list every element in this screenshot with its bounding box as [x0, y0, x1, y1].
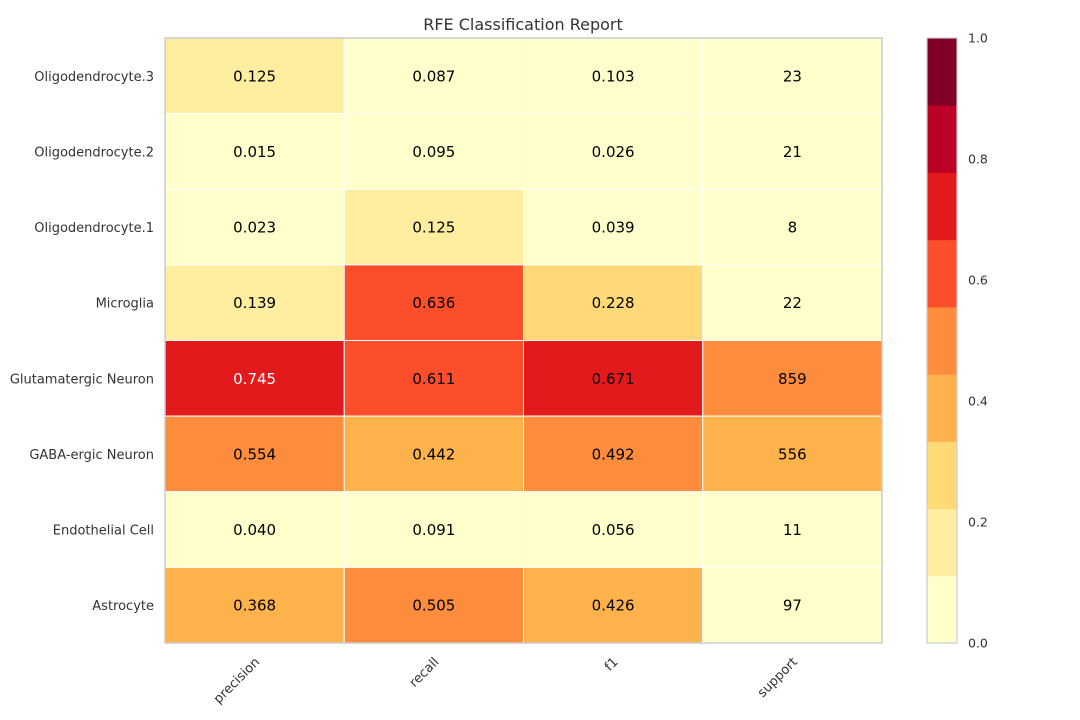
- heatmap-cell: [164, 264, 345, 341]
- cell-value-label: 97: [783, 597, 802, 615]
- heatmap-cell: [164, 566, 345, 644]
- cell-value-label: 0.368: [233, 597, 276, 615]
- heatmap-cell: [523, 415, 704, 493]
- colorbar-segment: [927, 172, 957, 241]
- row-label: Oligodendrocyte.3: [34, 70, 154, 85]
- colorbar-tick-label: 0.8: [968, 152, 988, 167]
- heatmap-cell: [164, 415, 345, 493]
- cell-value-label: 0.040: [233, 521, 276, 539]
- colorbar-segment: [927, 306, 957, 375]
- cell-value-label: 8: [788, 219, 798, 237]
- heatmap-cell: [164, 37, 345, 115]
- cell-value-label: 0.103: [592, 67, 635, 85]
- cell-value-label: 0.426: [592, 597, 635, 615]
- heatmap-cell: [164, 113, 345, 190]
- column-label: precision: [211, 655, 263, 707]
- heatmap-cell: [523, 264, 704, 341]
- cell-value-label: 0.015: [233, 143, 276, 161]
- cell-value-label: 0.442: [412, 445, 455, 463]
- colorbar-tick-label: 0.6: [968, 273, 988, 288]
- cell-value-label: 0.611: [412, 370, 455, 388]
- row-label: Microglia: [96, 297, 154, 312]
- row-label: Oligodendrocyte.1: [34, 221, 154, 236]
- cell-value-label: 0.095: [412, 143, 455, 161]
- cell-value-label: 0.492: [592, 445, 635, 463]
- row-labels: Oligodendrocyte.3 Oligodendrocyte.2 Oligod…: [10, 70, 154, 614]
- heatmap-cell: [702, 264, 883, 341]
- cell-value-label: 0.228: [592, 294, 635, 312]
- cell-value-label: 0.091: [412, 521, 455, 539]
- colorbar-segment: [927, 374, 957, 442]
- cell-value-label: 11: [783, 521, 802, 539]
- heatmap-cell: [343, 415, 524, 493]
- cell-value-label: 0.125: [412, 219, 455, 237]
- cell-value-label: 556: [778, 445, 807, 463]
- colorbar: 0.0 0.2 0.4 0.6 0.8 1.0: [926, 31, 988, 651]
- cell-value-label: 22: [783, 294, 802, 312]
- heatmap-cell: [343, 340, 524, 417]
- cell-value-label: 0.125: [233, 67, 276, 85]
- cell-value-label: 0.505: [412, 597, 455, 615]
- column-label: support: [755, 655, 801, 701]
- heatmap-cell: [343, 37, 524, 115]
- row-label: Endothelial Cell: [53, 524, 154, 539]
- cell-value-label: 21: [783, 143, 802, 161]
- heatmap-cell: [164, 491, 345, 568]
- heatmap-cell: [702, 113, 883, 190]
- heatmap-cell: [343, 188, 524, 266]
- heatmap-cell: [702, 491, 883, 568]
- column-labels: precision recall f1 support: [211, 655, 801, 707]
- plot-frame: [164, 37, 883, 644]
- cell-value-label: 23: [783, 67, 802, 85]
- row-label: GABA-ergic Neuron: [29, 448, 154, 463]
- row-label: Astrocyte: [92, 599, 154, 614]
- heatmap-cell: [523, 566, 704, 644]
- cell-value-label: 0.039: [592, 219, 635, 237]
- column-label: f1: [602, 655, 622, 675]
- heatmap-cell: [702, 340, 883, 417]
- colorbar-tick-label: 0.4: [968, 394, 988, 409]
- heatmap-cells: 0.125 0.087 0.103 23 0.015 0.095 0.026 21 0.023 0…: [164, 37, 883, 644]
- cell-value-label: 859: [778, 370, 807, 388]
- colorbar-segment: [927, 508, 957, 577]
- colorbar-tick-label: 0.0: [968, 636, 988, 651]
- cell-value-label: 0.023: [233, 219, 276, 237]
- colorbar-frame: [926, 37, 958, 644]
- cell-value-label: 0.026: [592, 143, 635, 161]
- row-label: Oligodendrocyte.2: [34, 145, 154, 160]
- row-label: Glutamatergic Neuron: [10, 372, 154, 387]
- cell-value-label: 0.056: [592, 521, 635, 539]
- colorbar-segment: [927, 575, 957, 644]
- colorbar-tick-label: 0.2: [968, 515, 988, 530]
- heatmap-cell: [343, 113, 524, 190]
- cell-value-label: 0.087: [412, 67, 455, 85]
- heatmap-cell: [702, 37, 883, 115]
- heatmap-cell: [702, 188, 883, 266]
- cell-value-label: 0.636: [412, 294, 455, 312]
- colorbar-segment: [927, 105, 957, 173]
- chart-title: RFE Classification Report: [423, 15, 623, 34]
- cell-value-label: 0.554: [233, 445, 276, 463]
- cell-value-label: 0.139: [233, 294, 276, 312]
- colorbar-segment: [927, 38, 957, 106]
- colorbar-segment: [927, 239, 957, 308]
- heatmap-cell: [343, 264, 524, 341]
- cell-value-label: 0.671: [592, 370, 635, 388]
- colorbar-tick-label: 1.0: [968, 31, 988, 46]
- heatmap-cell: [523, 491, 704, 568]
- heatmap-cell: [523, 340, 704, 417]
- column-label: recall: [407, 655, 443, 691]
- colorbar-segment: [927, 441, 957, 510]
- cell-value-label: 0.745: [233, 370, 276, 388]
- heatmap-cell: [164, 340, 345, 417]
